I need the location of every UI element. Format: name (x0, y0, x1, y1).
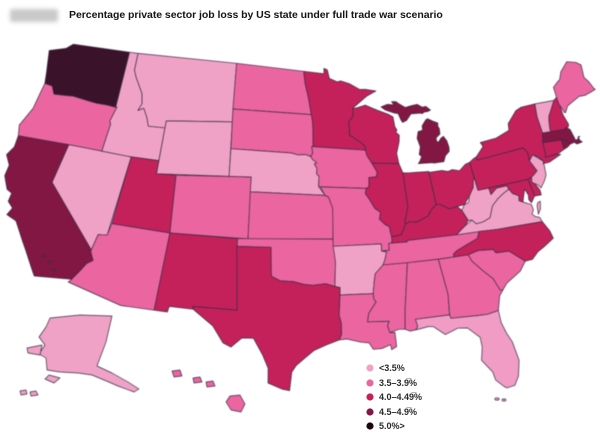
svg-text:3.5–3.9̅%: 3.5–3.9̅% (379, 378, 417, 388)
svg-text:4.0–4.49̅%: 4.0–4.49̅% (379, 392, 422, 402)
svg-text:4.5–4.9̅%: 4.5–4.9̅% (379, 407, 417, 417)
svg-text:<3.5%: <3.5% (379, 363, 405, 373)
svg-text:5.0%>: 5.0%> (379, 421, 405, 431)
